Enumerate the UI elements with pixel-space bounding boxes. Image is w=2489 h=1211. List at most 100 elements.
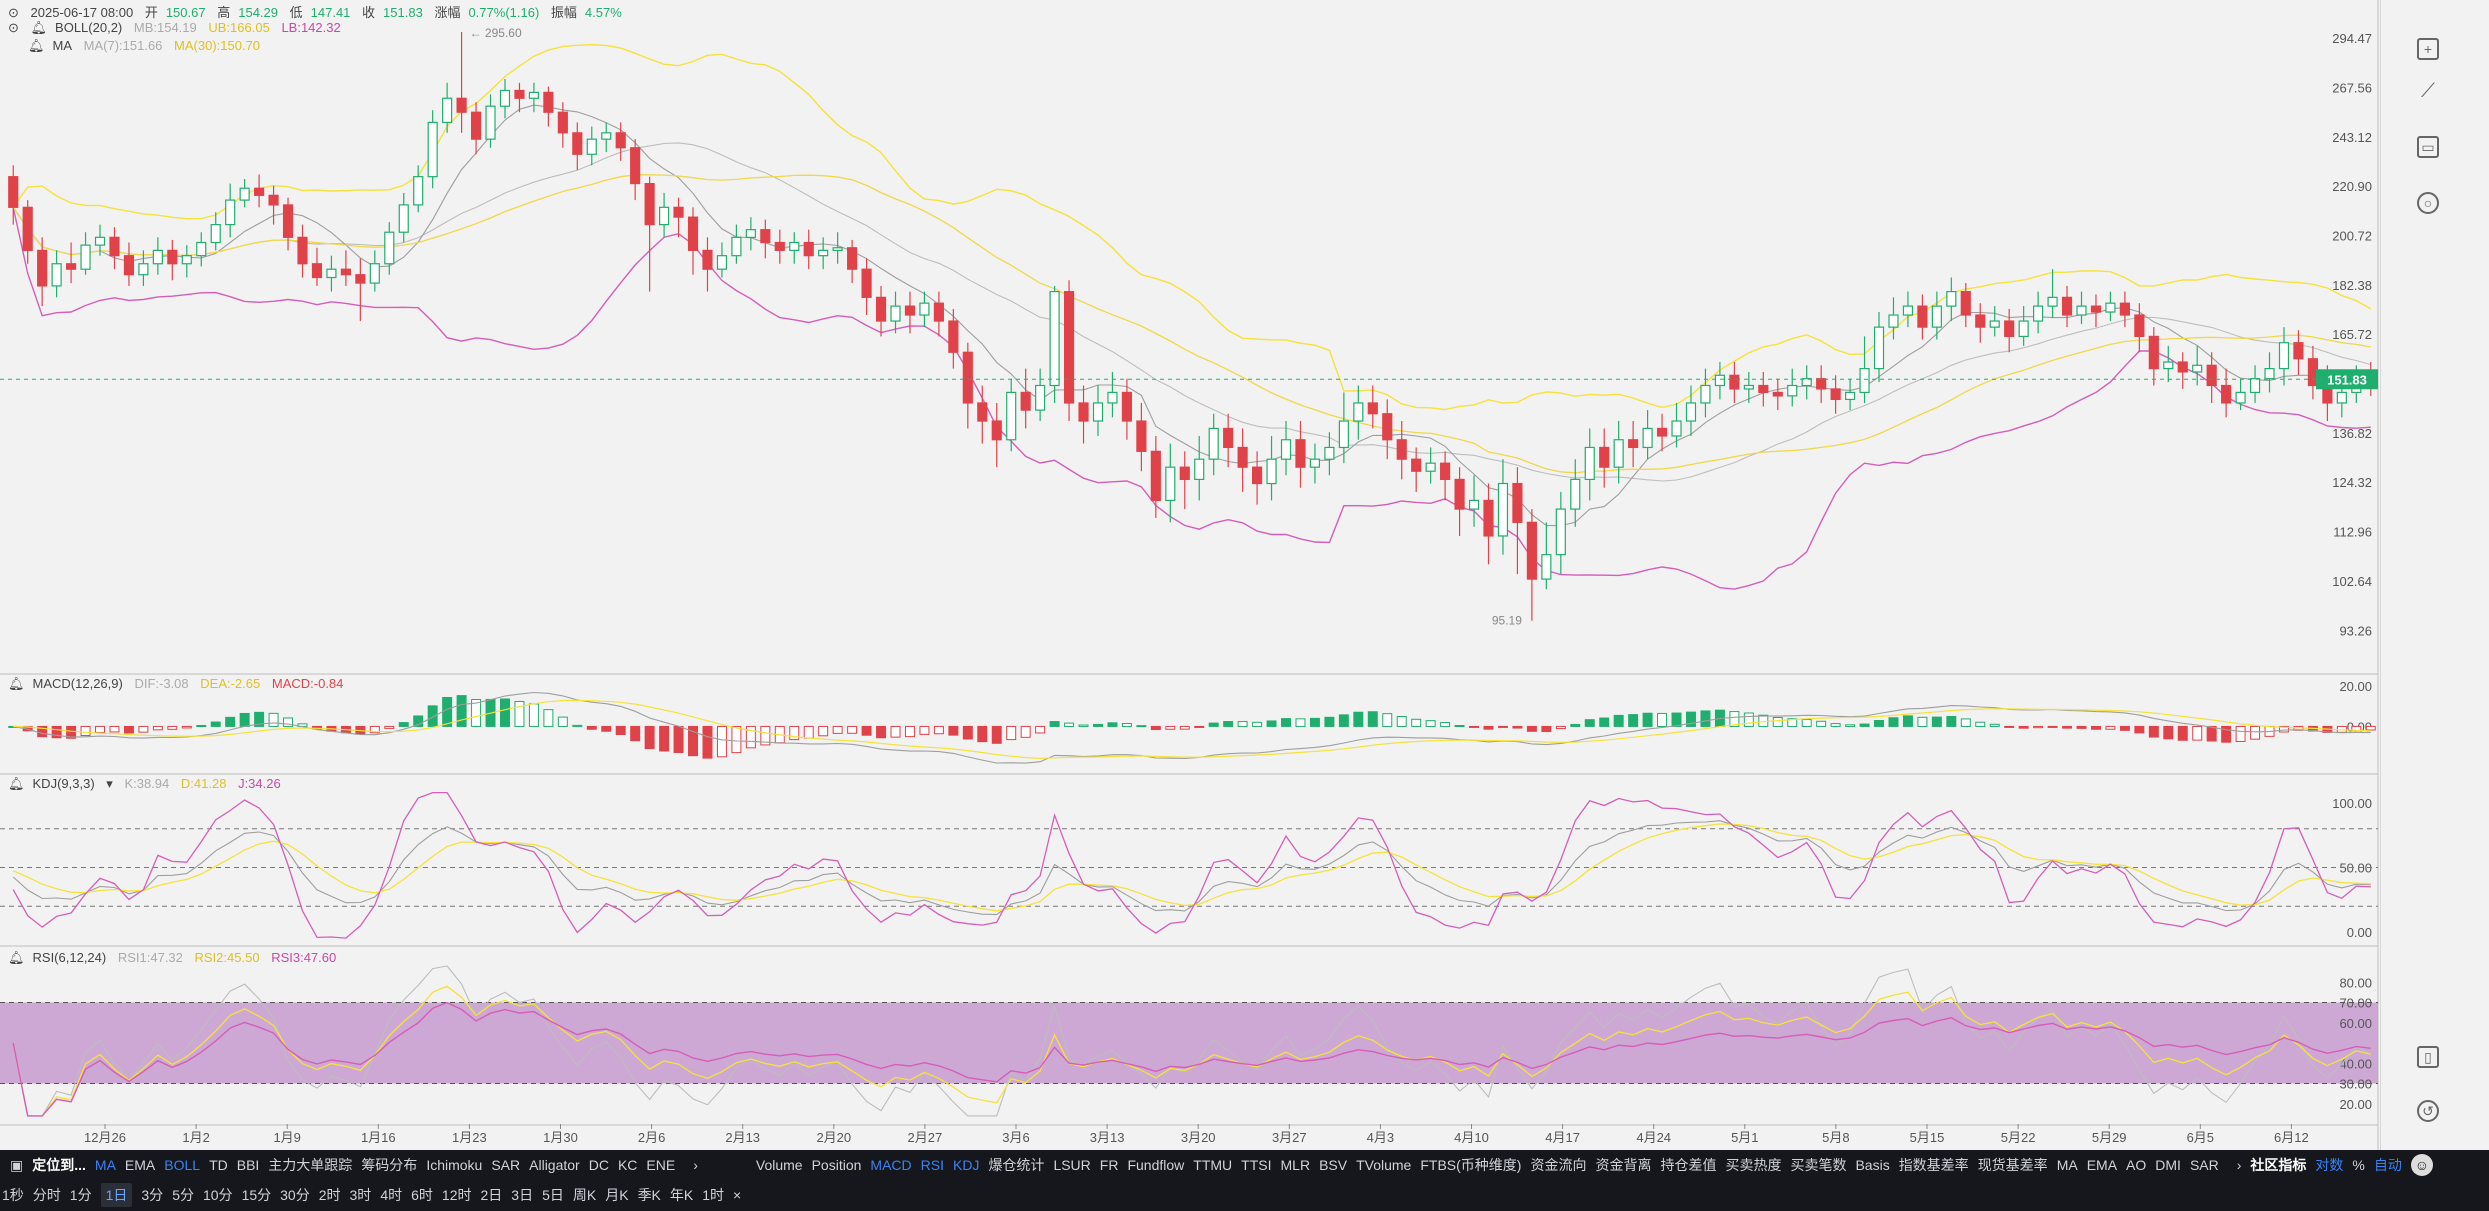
chevron-right-icon[interactable]: › (2236, 1157, 2242, 1173)
main-indicator-9[interactable]: Alligator (529, 1157, 580, 1173)
sub-indicator-3[interactable]: RSI (920, 1157, 944, 1173)
sub-indicator-10[interactable]: TTSI (1241, 1157, 1272, 1173)
sub-indicator-2[interactable]: MACD (870, 1157, 912, 1173)
main-indicator-12[interactable]: ENE (646, 1157, 676, 1173)
sub-indicator-16[interactable]: 资金背离 (1595, 1157, 1652, 1173)
sub-indicator-4[interactable]: KDJ (952, 1157, 980, 1173)
main-indicator-8[interactable]: SAR (491, 1157, 521, 1173)
timeframe-9[interactable]: 2时 (318, 1187, 341, 1203)
main-indicator-6[interactable]: 筹码分布 (361, 1157, 418, 1173)
x-tick-label: 1月23 (452, 1130, 487, 1145)
macd-histogram-bar (369, 725, 380, 734)
sub-indicator-5[interactable]: 爆仓统计 (988, 1157, 1045, 1173)
macd-histogram-bar (1960, 718, 1971, 727)
sub-indicator-7[interactable]: FR (1099, 1157, 1119, 1173)
chart-box-icon[interactable]: ▭ (2417, 136, 2439, 158)
timeframe-14[interactable]: 2日 (480, 1187, 503, 1203)
sub-indicator-0[interactable]: Volume (755, 1157, 803, 1173)
price-chart[interactable]: 294.47 267.56 243.12 220.90 200.72 182.38 165.… (0, 0, 2380, 1150)
main-indicator-10[interactable]: DC (588, 1157, 609, 1173)
timeframe-0[interactable]: 1秒 (2, 1187, 24, 1203)
timeframe-11[interactable]: 4时 (380, 1187, 403, 1203)
auto-button[interactable]: 自动 (2373, 1157, 2402, 1173)
main-indicator-4[interactable]: BBI (236, 1157, 260, 1173)
layout-icon[interactable]: ▯ (2417, 1046, 2439, 1068)
timeframe-19[interactable]: 季K (637, 1187, 661, 1203)
macd-histogram-bar (1787, 718, 1798, 727)
main-indicator-7[interactable]: Ichimoku (426, 1157, 483, 1173)
main-indicator-2[interactable]: BOLL (164, 1157, 201, 1173)
sub-indicator-25[interactable]: AO (2126, 1157, 2147, 1173)
locate-button[interactable]: 定位到... (32, 1157, 86, 1173)
sub-indicator-14[interactable]: FTBS(币种维度) (1420, 1157, 1522, 1173)
sub-indicator-19[interactable]: 买卖笔数 (1790, 1157, 1847, 1173)
sub-indicator-9[interactable]: TTMU (1193, 1157, 1233, 1173)
sub-indicator-27[interactable]: SAR (2189, 1157, 2219, 1173)
reset-icon[interactable]: ↺ (2417, 1100, 2439, 1122)
main-indicator-3[interactable]: TD (209, 1157, 228, 1173)
sub-indicator-26[interactable]: DMI (2155, 1157, 2181, 1173)
sub-indicator-12[interactable]: BSV (1319, 1157, 1348, 1173)
timeframe-1[interactable]: 分时 (32, 1187, 61, 1203)
main-indicator-5[interactable]: 主力大单跟踪 (268, 1157, 353, 1173)
candle-body (167, 249, 178, 265)
timeframe-8[interactable]: 30分 (280, 1187, 310, 1203)
macd-tick-label: 20.00 (2339, 679, 2372, 694)
sub-indicator-11[interactable]: MLR (1280, 1157, 1311, 1173)
timeframe-6[interactable]: 10分 (202, 1187, 233, 1203)
calendar-icon[interactable]: ▣ (10, 1156, 24, 1173)
log-button[interactable]: 对数 (2315, 1157, 2344, 1173)
sub-indicator-20[interactable]: Basis (1855, 1157, 1890, 1173)
candle-body (1150, 450, 1161, 502)
timeframe-18[interactable]: 月K (605, 1187, 629, 1203)
chevron-right-icon[interactable]: › (693, 1157, 698, 1173)
candle-body (687, 216, 699, 251)
price-tick-label: 182.38 (2332, 278, 2372, 293)
sub-indicator-21[interactable]: 指数基差率 (1898, 1157, 1969, 1173)
chart-area[interactable]: 294.47 267.56 243.12 220.90 200.72 182.38 165.… (0, 0, 2380, 1150)
timeframe-5[interactable]: 5分 (172, 1187, 194, 1203)
trendline-icon[interactable]: ⟋ (2421, 80, 2435, 102)
chevron-down-icon[interactable]: ▾ (106, 776, 113, 791)
sub-indicator-8[interactable]: Fundflow (1127, 1157, 1185, 1173)
sub-indicator-18[interactable]: 买卖热度 (1725, 1157, 1782, 1173)
avatar-icon[interactable]: ☺ (2410, 1154, 2433, 1176)
main-indicator-1[interactable]: EMA (124, 1157, 156, 1173)
macd-histogram-bar (514, 700, 525, 727)
sub-indicator-22[interactable]: 现货基差率 (1977, 1157, 2048, 1173)
timeframe-17[interactable]: 周K (572, 1187, 597, 1203)
sub-indicator-6[interactable]: LSUR (1053, 1157, 1091, 1173)
percent-button[interactable]: % (2352, 1157, 2365, 1173)
macd-histogram-bar (630, 725, 641, 742)
community-indicators-button[interactable]: 社区指标 (2250, 1157, 2307, 1173)
candle-body (1743, 384, 1754, 390)
timeframe-16[interactable]: 5日 (542, 1187, 564, 1203)
sub-indicator-23[interactable]: MA (2056, 1157, 2078, 1173)
timeframe-13[interactable]: 12时 (441, 1187, 472, 1203)
timeframe-20[interactable]: 年K (669, 1187, 694, 1203)
crosshair-icon[interactable]: + (2417, 38, 2439, 60)
sub-indicator-24[interactable]: EMA (2086, 1157, 2118, 1173)
timeframe-3[interactable]: 1日 (100, 1183, 133, 1207)
timeframe-12[interactable]: 6时 (411, 1187, 433, 1203)
timeframe-15[interactable]: 3日 (511, 1187, 534, 1203)
timeframe-7[interactable]: 15分 (241, 1187, 272, 1203)
main-indicator-11[interactable]: KC (617, 1157, 638, 1173)
timeframe-10[interactable]: 3时 (349, 1187, 372, 1203)
macd-histogram-bar (2047, 725, 2058, 728)
timeframe-21[interactable]: 1时 (702, 1187, 725, 1203)
chevron-down-icon[interactable]: ⊙ (8, 5, 19, 20)
sub-indicator-13[interactable]: TVolume (1356, 1157, 1412, 1173)
timeframe-2[interactable]: 1分 (69, 1187, 92, 1203)
settings-icon[interactable]: ○ (2417, 192, 2439, 214)
sub-indicator-17[interactable]: 持仓差值 (1660, 1157, 1717, 1173)
timeframe-4[interactable]: 3分 (141, 1187, 164, 1203)
chevron-down-icon[interactable]: ⊙ (8, 20, 19, 35)
sub-indicator-1[interactable]: Position (811, 1157, 862, 1173)
candle-body (1628, 439, 1639, 449)
main-indicator-0[interactable]: MA (94, 1157, 116, 1173)
legend-open: 150.67 (165, 5, 206, 20)
candle-body (1975, 314, 1986, 328)
close-icon[interactable]: × (733, 1187, 742, 1203)
sub-indicator-15[interactable]: 资金流向 (1530, 1157, 1587, 1173)
